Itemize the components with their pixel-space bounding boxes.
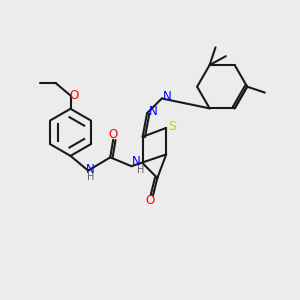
Text: H: H <box>87 172 94 182</box>
Text: N: N <box>163 91 172 103</box>
Text: O: O <box>109 128 118 141</box>
Text: O: O <box>70 89 79 102</box>
Text: N: N <box>86 163 95 176</box>
Text: N: N <box>148 105 157 118</box>
Text: N: N <box>132 155 140 168</box>
Text: O: O <box>146 194 154 207</box>
Text: H: H <box>137 165 145 175</box>
Text: S: S <box>168 120 176 133</box>
